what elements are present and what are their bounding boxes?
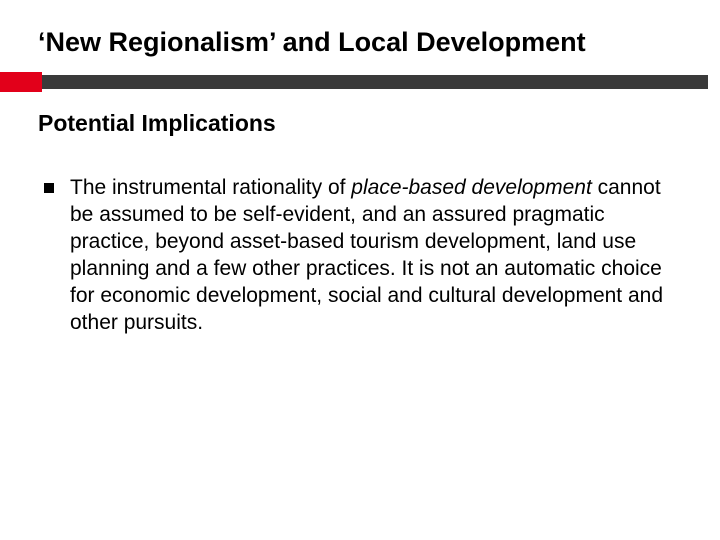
bullet-item: The instrumental rationality of place-ba… bbox=[44, 175, 668, 336]
bullet-text-part1: The instrumental rationality of bbox=[70, 176, 351, 199]
bullet-text-part2: cannot be assumed to be self-evident, an… bbox=[70, 176, 663, 333]
content-area: The instrumental rationality of place-ba… bbox=[0, 175, 720, 336]
bullet-text-italic: place-based development bbox=[351, 176, 592, 199]
divider-bar bbox=[42, 75, 708, 89]
bullet-text: The instrumental rationality of place-ba… bbox=[70, 175, 668, 336]
slide: ‘New Regionalism’ and Local Development … bbox=[0, 0, 720, 540]
square-bullet-icon bbox=[44, 183, 54, 193]
slide-subtitle: Potential Implications bbox=[0, 110, 720, 137]
title-divider bbox=[0, 72, 720, 92]
slide-title: ‘New Regionalism’ and Local Development bbox=[0, 26, 720, 58]
accent-block bbox=[0, 72, 42, 92]
